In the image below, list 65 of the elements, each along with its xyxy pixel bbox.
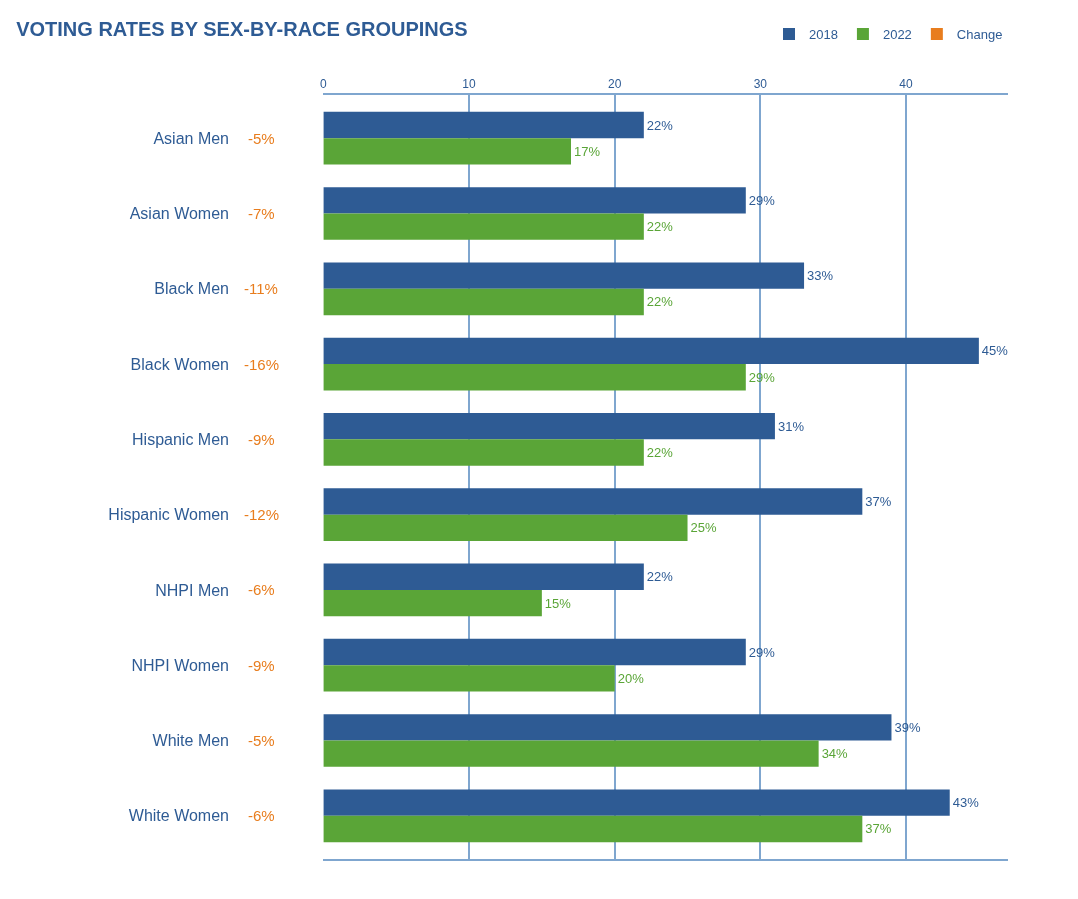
data-label: 31% — [777, 418, 805, 434]
data-label: 17% — [574, 143, 601, 159]
chart-title: VOTING RATES BY SEX-BY-RACE GROUPINGS — [16, 18, 468, 41]
y-tick-label: Asian Men — [153, 129, 229, 147]
bar — [323, 111, 644, 139]
text: -5% — [248, 732, 275, 749]
data-label: 22% — [646, 445, 674, 461]
y-tick-label: Black Men — [154, 280, 229, 298]
data-label: 22% — [646, 219, 674, 235]
data-label: 34% — [821, 746, 849, 762]
data-label: 45% — [981, 343, 1009, 359]
bar — [323, 138, 571, 165]
data-label: 37% — [865, 821, 892, 837]
data-label: 37% — [865, 493, 892, 509]
legend-label: 2018 — [809, 27, 838, 43]
bar — [323, 740, 819, 767]
bar — [323, 488, 863, 515]
bar — [323, 665, 615, 692]
y-tick-label: Hispanic Women — [108, 506, 229, 524]
y-tick-label: Black Women — [130, 355, 229, 373]
x-tick-label: 10 — [462, 77, 477, 92]
text: -11% — [244, 280, 278, 297]
y-tick-label: NHPI Men — [155, 581, 229, 599]
legend-label: Change — [956, 27, 1003, 43]
bar — [323, 714, 892, 741]
text: -7% — [248, 205, 275, 222]
x-tick-label: 20 — [608, 77, 622, 92]
text: -12% — [244, 506, 280, 523]
y-tick-label: NHPI Women — [131, 656, 229, 674]
bar — [323, 364, 746, 391]
bar — [323, 563, 644, 590]
x-tick-label: 40 — [899, 77, 914, 92]
bar — [323, 213, 644, 240]
y-tick-label: Hispanic Men — [132, 430, 229, 448]
bar — [323, 413, 775, 440]
text: -6% — [248, 807, 275, 824]
data-label: 33% — [807, 268, 834, 284]
text: -16% — [244, 356, 280, 373]
legend-label: 2022 — [882, 27, 912, 43]
text: -6% — [248, 581, 275, 598]
bar — [323, 337, 979, 365]
bar — [323, 187, 746, 214]
data-label: 25% — [690, 520, 717, 536]
y-tick-label: Asian Women — [129, 205, 229, 223]
bar — [323, 288, 644, 316]
bar — [323, 789, 950, 816]
bar — [323, 589, 542, 617]
data-label: 15% — [544, 595, 572, 611]
x-tick-label: 0 — [320, 77, 328, 92]
bar — [323, 439, 644, 466]
data-label: 22% — [646, 569, 674, 585]
bar — [323, 815, 863, 843]
bar — [323, 638, 746, 666]
data-label: 22% — [646, 294, 674, 310]
data-label: 43% — [952, 795, 980, 811]
data-label: 22% — [646, 117, 674, 133]
x-tick-label: 30 — [753, 77, 768, 92]
y-tick-label: White Women — [128, 807, 229, 825]
text: -5% — [248, 130, 275, 147]
text: -9% — [248, 431, 275, 448]
bar — [323, 262, 805, 289]
data-label: 20% — [617, 670, 645, 686]
bar — [323, 514, 688, 541]
text: -9% — [248, 657, 275, 674]
y-tick-label: White Men — [152, 732, 229, 750]
